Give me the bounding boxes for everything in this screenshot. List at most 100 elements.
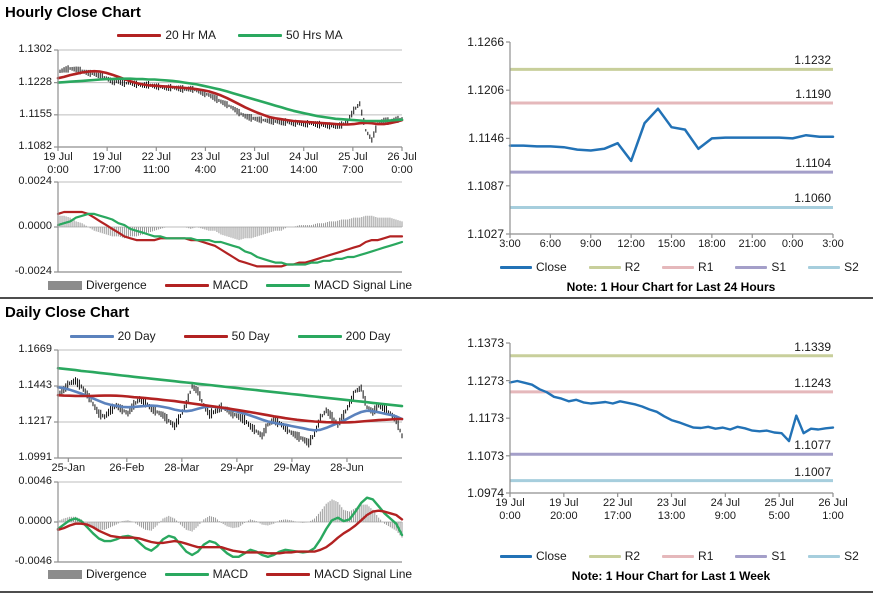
- legend-label: R1: [698, 260, 714, 274]
- legend-line-icon: [266, 283, 310, 287]
- y-tick-label: 0.0046: [18, 475, 52, 487]
- y-tick-label: -0.0024: [14, 265, 52, 277]
- legend-label: R2: [624, 549, 641, 563]
- legend-item-s2: S2: [808, 260, 859, 274]
- legend-label: R1: [698, 549, 714, 563]
- legend-line-icon: [662, 554, 695, 558]
- daily-price-legend: 20 Day 50 Day 200 Day: [58, 329, 402, 343]
- legend-swatch-icon: [47, 280, 82, 290]
- legend-label: Close: [536, 260, 567, 274]
- legend-label: R2: [624, 260, 641, 274]
- y-tick-label: 1.1087: [467, 178, 504, 193]
- legend-line-icon: [808, 265, 841, 269]
- legend-label: MACD: [212, 567, 248, 581]
- legend-item-r2: R2: [588, 260, 641, 274]
- x-tick-label: 21:00: [738, 238, 767, 250]
- x-tick-label: 28-Jun: [330, 462, 364, 474]
- pivot-level-value-S2: 1.1060: [794, 191, 831, 206]
- hourly-section-title: Hourly Close Chart: [5, 4, 141, 21]
- x-tick-label: 25 Jul 7:00: [338, 151, 368, 177]
- y-tick-label: 1.1206: [467, 83, 504, 98]
- x-tick-label: 29-May: [273, 462, 311, 474]
- close-line: [508, 379, 835, 443]
- pivot-level-value-R1: 1.1243: [794, 375, 831, 390]
- x-tick-label: 22 Jul 17:00: [602, 497, 633, 523]
- legend-line-icon: [183, 334, 228, 338]
- y-tick-label: 1.1273: [467, 373, 504, 388]
- legend-label: MACD Signal Line: [314, 278, 413, 292]
- legend-line-icon: [238, 33, 282, 37]
- x-tick-label: 24 Jul 14:00: [289, 151, 319, 177]
- legend-item-close: Close: [500, 260, 567, 274]
- y-tick-label: 1.1217: [18, 415, 52, 427]
- legend-label: 20 Hr MA: [165, 28, 216, 42]
- legend-label: S1: [771, 549, 787, 563]
- x-tick-label: 26 Jul 1:00: [818, 497, 848, 523]
- legend-label: 20 Day: [117, 329, 156, 343]
- x-tick-label: 9:00: [580, 238, 602, 250]
- legend-item-50-day: 50 Day: [183, 329, 270, 343]
- legend-swatch-icon: [47, 569, 82, 579]
- legend-item-macd: MACD: [164, 567, 248, 581]
- daily-pivot-legend: Close R2 R1 S1 S2: [500, 549, 859, 563]
- x-tick-label: 12:00: [617, 238, 645, 250]
- y-tick-label: 1.0991: [18, 451, 52, 463]
- daily-price-plot: [54, 349, 404, 462]
- hourly-macd-legend: Divergence MACD MACD Signal Line: [47, 278, 412, 292]
- x-tick-label: 25-Jan: [51, 462, 86, 474]
- legend-line-icon: [164, 283, 209, 287]
- 200-day-line: [56, 366, 404, 408]
- legend-item-s1: S1: [735, 549, 786, 563]
- x-tick-label: 19 Jul 0:00: [43, 151, 73, 177]
- 50-hrs-ma-line: [56, 77, 404, 123]
- legend-item-macd: MACD: [164, 278, 248, 292]
- x-tick-label: 15:00: [657, 238, 686, 250]
- daily-pivot-plot: [506, 342, 835, 497]
- y-tick-label: 1.1146: [468, 131, 504, 146]
- legend-label: S2: [844, 549, 859, 563]
- legend-line-icon: [662, 265, 695, 269]
- legend-label: S2: [844, 260, 859, 274]
- y-tick-label: 1.0974: [467, 486, 504, 500]
- x-tick-label: 25 Jul 5:00: [764, 497, 794, 523]
- legend-line-icon: [164, 572, 209, 576]
- hourly-price-legend: 20 Hr MA 50 Hrs MA: [58, 28, 402, 42]
- x-tick-label: 6:00: [539, 238, 562, 250]
- y-tick-label: 1.1302: [18, 43, 52, 55]
- pivot-level-value-S1: 1.1104: [795, 156, 831, 171]
- x-tick-label: 0:00: [781, 238, 804, 250]
- legend-line-icon: [266, 572, 310, 576]
- y-tick-label: 1.1228: [18, 75, 52, 88]
- section-divider: [0, 297, 873, 299]
- hourly-pivot-note: Note: 1 Hour Chart for Last 24 Hours: [566, 280, 776, 294]
- legend-item-50-hrs-ma: 50 Hrs MA: [238, 28, 343, 42]
- macd-signal-line-line: [56, 212, 404, 266]
- x-tick-label: 3:00: [822, 238, 844, 250]
- legend-line-icon: [69, 334, 114, 338]
- legend-line-icon: [117, 33, 162, 37]
- x-tick-label: 22 Jul 11:00: [141, 151, 171, 177]
- 50-day-line: [56, 393, 404, 424]
- legend-item-divergence: Divergence: [47, 567, 147, 581]
- pivot-level-value-R1: 1.1190: [795, 87, 831, 102]
- x-tick-label: 19 Jul 17:00: [92, 151, 122, 177]
- legend-item-s2: S2: [808, 549, 859, 563]
- legend-label: S1: [771, 260, 787, 274]
- legend-line-icon: [297, 334, 342, 338]
- y-tick-label: 0.0000: [18, 220, 52, 232]
- x-tick-label: 19 Jul 0:00: [495, 497, 525, 523]
- legend-line-icon: [500, 554, 532, 558]
- legend-line-icon: [500, 265, 532, 269]
- x-tick-label: 18:00: [698, 238, 726, 250]
- daily-macd-plot: [54, 481, 404, 563]
- x-tick-label: 26-Feb: [109, 462, 145, 474]
- y-tick-label: 1.1173: [468, 411, 504, 426]
- legend-label: Close: [536, 549, 567, 563]
- macd-line: [56, 210, 404, 268]
- y-tick-label: 1.1669: [18, 343, 52, 355]
- macd-line: [56, 496, 404, 559]
- y-tick-label: -0.0046: [14, 555, 52, 567]
- x-tick-label: 29-Apr: [220, 462, 254, 474]
